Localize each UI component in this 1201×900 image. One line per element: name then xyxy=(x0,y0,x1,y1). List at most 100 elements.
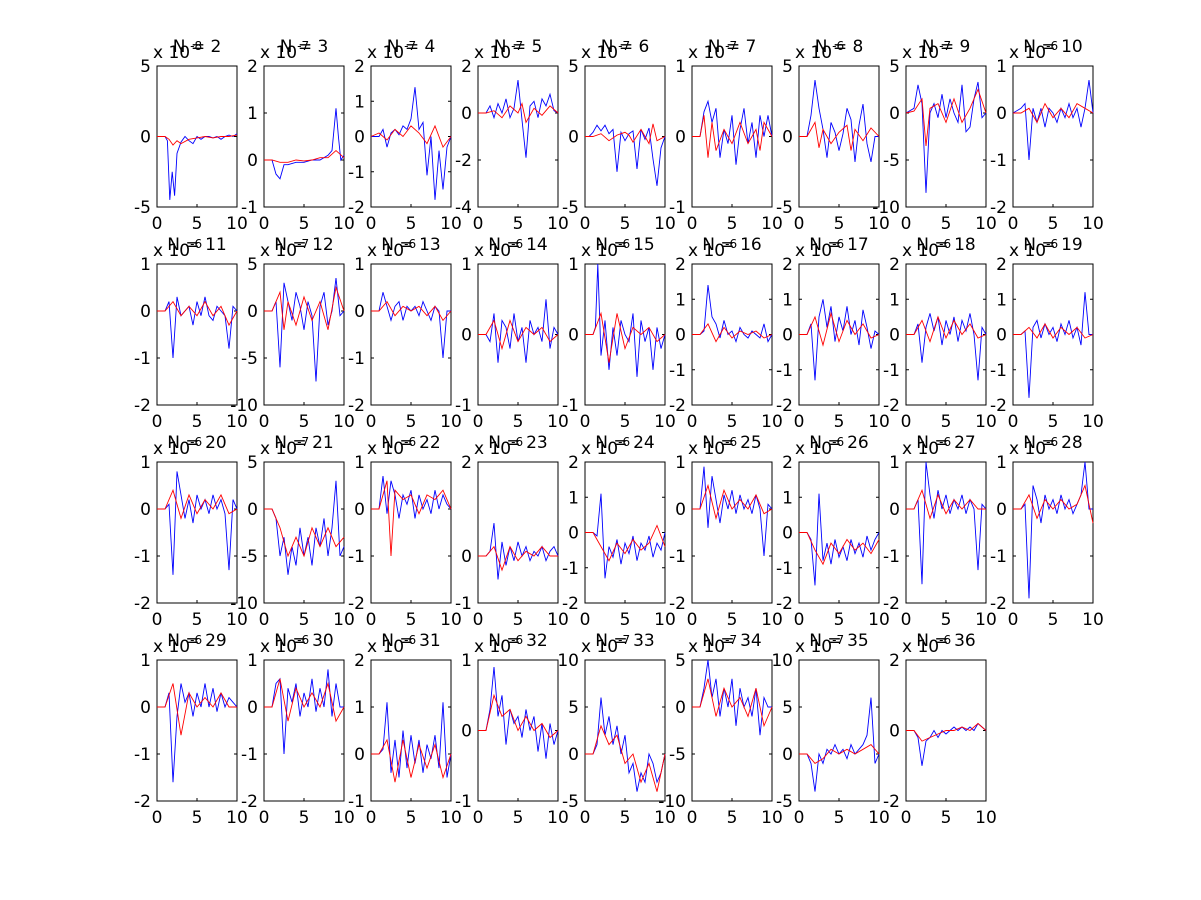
x-tick-label: 10 xyxy=(333,808,355,828)
exponent-label: x 10-7 xyxy=(902,39,951,63)
y-tick-label: -2 xyxy=(883,792,900,812)
y-tick-label: -10 xyxy=(230,594,258,614)
x-tick-label: 5 xyxy=(299,412,310,432)
subplot-title: N = 34 xyxy=(702,631,761,651)
x-tick-label: 0 xyxy=(580,610,591,630)
y-tick-label: 1 xyxy=(996,57,1007,77)
x-tick-label: 5 xyxy=(192,610,203,630)
x-tick-label: 10 xyxy=(975,412,997,432)
series-line-red xyxy=(585,311,666,363)
y-tick-label: 1 xyxy=(675,453,686,473)
y-tick-label: 0 xyxy=(996,500,1007,520)
y-tick-label: 0 xyxy=(782,524,793,544)
series-line-red xyxy=(799,121,880,151)
y-tick-label: -1 xyxy=(348,547,365,567)
series-line-blue xyxy=(371,476,452,519)
subplot-title: N = 10 xyxy=(1023,37,1082,57)
y-tick-label: -2 xyxy=(990,198,1007,218)
y-tick-label: 0 xyxy=(782,128,793,148)
y-tick-label: 2 xyxy=(782,255,793,275)
x-tick-label: 5 xyxy=(1048,214,1059,234)
x-tick-label: 0 xyxy=(152,808,163,828)
subplot-title: N = 32 xyxy=(488,631,547,651)
x-tick-label: 5 xyxy=(406,808,417,828)
y-tick-label: 2 xyxy=(247,57,258,77)
subplot-title: N = 25 xyxy=(702,433,761,453)
y-tick-label: 1 xyxy=(996,453,1007,473)
y-tick-label: -2 xyxy=(669,594,686,614)
axes-box xyxy=(1012,263,1094,406)
y-tick-label: 1 xyxy=(461,651,472,671)
x-tick-label: 0 xyxy=(687,610,698,630)
x-tick-label: 0 xyxy=(794,610,805,630)
series-line-blue xyxy=(585,124,666,186)
series-line-blue xyxy=(157,471,238,575)
series-line-red xyxy=(370,124,452,149)
subplot-title: N = 22 xyxy=(381,433,440,453)
x-tick-label: 5 xyxy=(941,214,952,234)
subplot-29: 10-1-20 5 10x 10-6N = 30 xyxy=(241,631,355,828)
y-tick-label: -1 xyxy=(562,396,579,416)
series-line-blue xyxy=(478,80,559,158)
series-line-blue xyxy=(157,683,238,783)
y-tick-label: -1 xyxy=(134,349,151,369)
subplot-8: 50-5-100 5 10x 10-7N = 9 xyxy=(872,37,997,234)
x-tick-label: 10 xyxy=(333,214,355,234)
y-tick-label: 5 xyxy=(782,57,793,77)
series-line-red xyxy=(799,311,880,347)
series-line-blue xyxy=(371,87,452,200)
x-tick-label: 5 xyxy=(941,610,952,630)
subplot-25: 210-1-20 5 10x 10-6N = 26 xyxy=(776,433,890,630)
exponent-label: x 10-6 xyxy=(688,237,737,261)
x-tick-label: 5 xyxy=(620,214,631,234)
y-tick-label: 2 xyxy=(354,651,365,671)
axes-box xyxy=(1012,461,1094,604)
subplot-title: N = 15 xyxy=(595,235,654,255)
x-tick-label: 5 xyxy=(941,808,952,828)
x-tick-label: 5 xyxy=(406,412,417,432)
series-line-red xyxy=(905,88,987,146)
x-tick-label: 5 xyxy=(192,412,203,432)
axes-box xyxy=(584,65,666,208)
series-line-blue xyxy=(692,466,773,557)
subplot-title: N = 3 xyxy=(280,37,329,57)
y-tick-label: 0 xyxy=(889,104,900,124)
series-line-red xyxy=(371,300,452,322)
x-tick-label: 5 xyxy=(513,412,524,432)
y-tick-label: 0 xyxy=(675,326,686,346)
x-tick-label: 5 xyxy=(620,412,631,432)
y-tick-label: 0 xyxy=(996,326,1007,346)
x-tick-label: 0 xyxy=(366,412,377,432)
x-tick-label: 5 xyxy=(834,214,845,234)
axes-box xyxy=(691,461,773,604)
y-tick-label: 0 xyxy=(568,745,579,765)
y-tick-label: 1 xyxy=(675,290,686,310)
x-tick-label: 5 xyxy=(727,808,738,828)
y-tick-label: -2 xyxy=(562,594,579,614)
x-tick-label: 10 xyxy=(868,808,890,828)
y-tick-label: 5 xyxy=(247,453,258,473)
x-tick-label: 10 xyxy=(547,214,569,234)
exponent-label: x 10-7 xyxy=(581,39,630,63)
x-tick-label: 0 xyxy=(473,412,484,432)
y-tick-label: 0 xyxy=(889,500,900,520)
x-tick-label: 0 xyxy=(580,808,591,828)
y-tick-label: 0 xyxy=(461,104,472,124)
subplot-title: N = 17 xyxy=(809,235,868,255)
axes-box xyxy=(263,263,345,406)
series-line-red xyxy=(692,115,773,158)
y-tick-label: 0 xyxy=(675,500,686,520)
axes-box xyxy=(477,65,559,208)
exponent-label: x 10-8 xyxy=(153,39,202,63)
series-line-red xyxy=(692,483,773,521)
y-tick-label: 1 xyxy=(354,255,365,275)
y-tick-label: -10 xyxy=(658,792,686,812)
y-tick-label: -1 xyxy=(348,349,365,369)
x-tick-label: 0 xyxy=(901,610,912,630)
x-tick-label: 0 xyxy=(901,412,912,432)
x-tick-label: 10 xyxy=(226,808,248,828)
x-tick-label: 0 xyxy=(259,808,270,828)
exponent-label: x 10-6 xyxy=(581,435,630,459)
y-tick-label: 0 xyxy=(247,698,258,718)
x-tick-label: 10 xyxy=(333,610,355,630)
